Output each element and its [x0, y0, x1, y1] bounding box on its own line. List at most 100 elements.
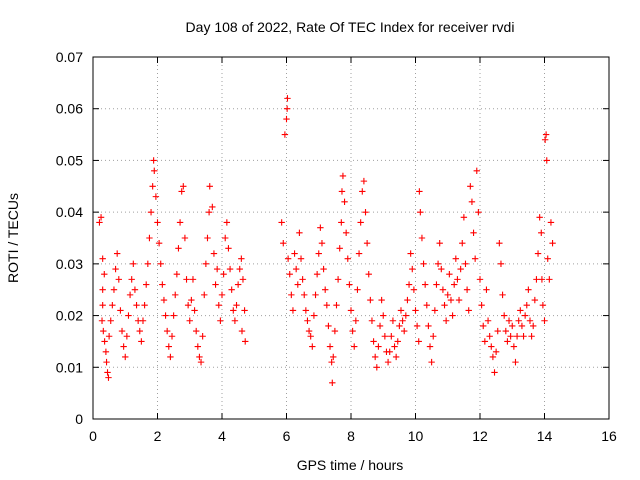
data-point — [434, 260, 442, 268]
data-point — [310, 312, 318, 319]
data-point — [367, 296, 374, 304]
data-point — [502, 327, 509, 335]
data-point — [109, 302, 116, 309]
data-point — [278, 219, 285, 226]
data-point — [291, 250, 298, 257]
data-point — [105, 374, 112, 381]
y-tick-label: 0.06 — [56, 101, 83, 117]
data-point — [518, 322, 526, 330]
data-point — [172, 291, 179, 299]
data-point — [320, 265, 327, 273]
data-point — [99, 286, 106, 293]
data-point — [373, 364, 380, 371]
x-tick-label: 16 — [601, 428, 617, 444]
x-tick-label: 8 — [347, 428, 355, 444]
data-point — [97, 214, 105, 221]
data-point — [104, 369, 111, 376]
data-point — [101, 271, 108, 278]
data-point — [157, 260, 164, 268]
data-point — [138, 338, 145, 345]
data-point — [294, 281, 301, 288]
data-point — [394, 338, 401, 345]
data-point — [404, 296, 411, 304]
data-point — [491, 369, 498, 376]
data-point — [110, 286, 118, 293]
data-point — [228, 286, 235, 293]
data-point — [281, 131, 289, 138]
data-point — [151, 167, 158, 174]
data-point — [430, 333, 437, 340]
data-point — [476, 276, 484, 283]
data-point — [225, 245, 232, 252]
data-point — [433, 281, 440, 288]
data-point — [120, 343, 127, 350]
data-point — [467, 183, 474, 190]
data-point — [486, 333, 493, 340]
data-point — [417, 208, 424, 216]
data-point — [426, 343, 434, 350]
data-point — [523, 302, 530, 309]
data-point — [546, 276, 553, 283]
x-tick-label: 12 — [472, 428, 488, 444]
data-point — [98, 317, 106, 324]
data-point — [371, 353, 379, 361]
data-point — [362, 208, 369, 216]
data-point — [105, 333, 113, 340]
data-point — [359, 188, 366, 195]
data-point — [549, 239, 556, 247]
data-point — [480, 322, 487, 330]
data-point — [370, 338, 377, 345]
data-point — [351, 343, 358, 350]
data-point — [484, 317, 492, 324]
data-point — [489, 353, 497, 361]
data-point — [478, 302, 485, 309]
data-point — [188, 296, 195, 304]
data-point — [165, 343, 172, 350]
data-point — [115, 276, 122, 283]
data-point — [297, 255, 305, 262]
x-tick-labels: 0 2 4 6 8 10 12 14 16 — [89, 428, 617, 444]
data-point — [365, 271, 372, 278]
scatter-points — [96, 95, 556, 386]
y-tick-label: 0.05 — [56, 152, 83, 168]
data-point — [542, 131, 550, 138]
data-point — [205, 208, 213, 216]
data-point — [238, 255, 245, 262]
data-point — [325, 322, 332, 330]
data-point — [442, 317, 450, 324]
data-point — [517, 307, 524, 314]
data-point — [496, 239, 503, 247]
data-point — [284, 95, 291, 102]
data-point — [471, 255, 479, 262]
data-point — [199, 333, 206, 340]
data-point — [457, 265, 464, 273]
data-point — [307, 333, 314, 340]
data-point — [150, 157, 157, 164]
data-point — [118, 327, 126, 335]
data-point — [446, 271, 453, 278]
data-point — [212, 281, 219, 288]
data-point — [463, 286, 471, 293]
plot-frame — [92, 56, 610, 420]
data-point — [544, 255, 551, 262]
data-point — [536, 214, 543, 221]
data-point — [401, 327, 408, 335]
data-point — [344, 255, 351, 262]
data-point — [509, 322, 516, 330]
data-point — [452, 255, 460, 262]
data-point — [236, 265, 243, 273]
data-point — [197, 358, 205, 366]
data-point — [547, 219, 555, 226]
data-point — [222, 234, 229, 242]
data-point — [201, 291, 208, 299]
data-point — [451, 281, 458, 288]
data-point — [312, 291, 319, 299]
data-point — [428, 358, 435, 366]
data-point — [378, 296, 385, 304]
data-point — [520, 333, 527, 340]
data-point — [483, 286, 490, 293]
data-point — [329, 379, 336, 386]
data-point — [96, 219, 103, 226]
y-tick-label: 0.03 — [56, 256, 83, 272]
